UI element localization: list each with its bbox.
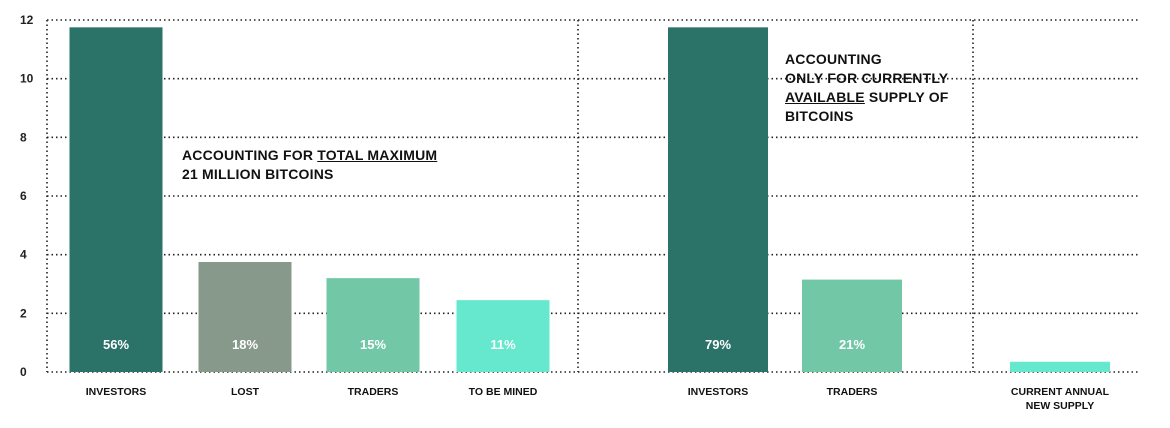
- annotation-text: ONLY FOR CURRENTLY: [785, 70, 949, 86]
- annotation-text: ACCOUNTING: [785, 51, 882, 67]
- bar-value-label: 79%: [705, 337, 731, 352]
- bar: [668, 27, 768, 372]
- y-tick-label: 4: [20, 248, 27, 262]
- bar-value-label: 15%: [360, 337, 386, 352]
- y-tick-label: 8: [20, 130, 27, 144]
- x-category-label: CURRENT ANNUAL: [1011, 386, 1110, 398]
- annotation-text: 21 MILLION BITCOINS: [182, 166, 334, 182]
- bar: [326, 278, 420, 372]
- y-tick-label: 6: [20, 189, 27, 203]
- annotation-total-supply: ACCOUNTING FOR TOTAL MAXIMUM 21 MILLION …: [182, 146, 437, 184]
- x-category-label: TRADERS: [348, 386, 399, 398]
- x-category-label: INVESTORS: [86, 386, 147, 398]
- x-category-label: TRADERS: [827, 386, 878, 398]
- annotation-available-supply: ACCOUNTING ONLY FOR CURRENTLY AVAILABLE …: [785, 50, 949, 126]
- bar: [456, 300, 550, 372]
- x-category-label: INVESTORS: [688, 386, 749, 398]
- bar: [1010, 361, 1110, 372]
- x-category-label: LOST: [231, 386, 260, 398]
- y-tick-label: 0: [20, 365, 27, 379]
- bar: [198, 262, 292, 372]
- x-category-label: NEW SUPPLY: [1026, 400, 1094, 412]
- annotation-underlined-text: TOTAL MAXIMUM: [317, 147, 438, 163]
- annotation-text: BITCOINS: [785, 108, 854, 124]
- annotation-underlined-text: AVAILABLE: [785, 89, 865, 105]
- bar-value-label: 56%: [103, 337, 129, 352]
- y-tick-label: 2: [20, 306, 27, 320]
- bar: [69, 27, 163, 372]
- bar-value-label: 21%: [839, 337, 865, 352]
- annotation-text: ACCOUNTING FOR: [182, 147, 318, 163]
- y-tick-label: 10: [20, 72, 34, 86]
- bar-value-label: 11%: [490, 337, 516, 352]
- bar-value-label: 18%: [232, 337, 258, 352]
- y-tick-label: 12: [20, 13, 34, 27]
- x-category-label: TO BE MINED: [469, 386, 538, 398]
- bar: [802, 279, 902, 372]
- annotation-text: SUPPLY OF: [864, 89, 949, 105]
